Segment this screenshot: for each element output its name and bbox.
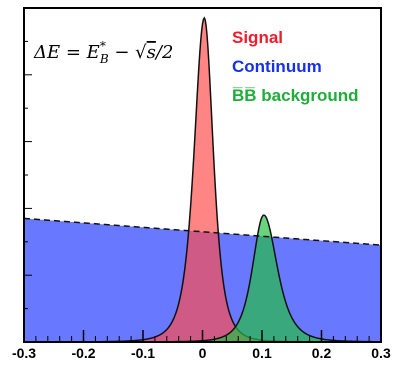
x-tick-label: 0.2 [312, 345, 332, 361]
legend-item-signal: Signal [232, 28, 283, 47]
plot-area: -0.3 -0.2 -0.1 0 0.1 0.2 0.3 [12, 7, 391, 361]
x-tick-label: -0.3 [12, 345, 36, 361]
legend-item-continuum: Continuum [232, 57, 322, 76]
x-tick-label: -0.1 [131, 345, 155, 361]
x-tick-label: -0.2 [71, 345, 95, 361]
legend-item-bbbar-background: B̅B̅ background [232, 86, 359, 105]
chart-formula: ΔE = E* B − √s/2 [33, 39, 173, 66]
x-tick-label: 0 [199, 345, 207, 361]
x-tick-label: 0.1 [252, 345, 272, 361]
legend: Signal Continuum B̅B̅ background [232, 28, 359, 105]
x-tick-label: 0.3 [371, 345, 391, 361]
